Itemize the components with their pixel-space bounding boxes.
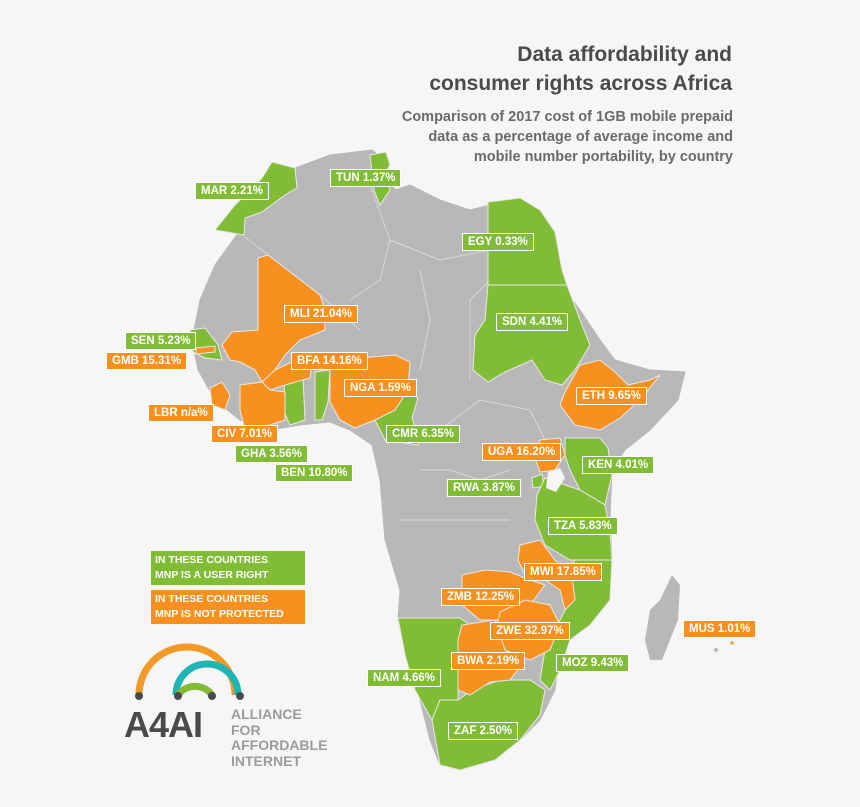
- title-line-2: consumer rights across Africa: [429, 72, 732, 95]
- subtitle-line-2: data as a percentage of average income a…: [428, 129, 733, 145]
- label-civ: CIV 7.01%: [211, 425, 278, 443]
- label-sen: SEN 5.23%: [125, 332, 197, 350]
- subtitle-line-1: Comparison of 2017 cost of 1GB mobile pr…: [401, 109, 733, 125]
- country-gmb[interactable]: [195, 345, 216, 355]
- label-moz: MOZ 9.43%: [556, 654, 630, 672]
- label-mus: MUS 1.01%: [683, 620, 757, 638]
- label-uga: UGA 16.20%: [482, 443, 562, 461]
- label-mar: MAR 2.21%: [195, 182, 269, 200]
- country-mus[interactable]: [729, 640, 735, 646]
- label-tun: TUN 1.37%: [330, 169, 402, 187]
- label-zaf: ZAF 2.50%: [448, 722, 519, 740]
- logo-acronym: A4AI: [124, 704, 203, 745]
- label-nga: NGA 1.59%: [344, 379, 417, 397]
- legend-not-protected-line-1: IN THESE COUNTRIES: [155, 593, 269, 605]
- label-tza: TZA 5.83%: [548, 517, 618, 535]
- country-civ[interactable]: [239, 381, 286, 431]
- label-nam: NAM 4.66%: [367, 669, 441, 687]
- label-gmb: GMB 15.31%: [106, 352, 188, 370]
- label-zwe: ZWE 32.97%: [490, 622, 570, 640]
- label-eth: ETH 9.65%: [576, 387, 647, 405]
- label-lbr: LBR n/a%: [148, 404, 214, 422]
- a4ai-arcs-icon: [135, 643, 244, 700]
- label-rwa: RWA 3.87%: [447, 479, 521, 497]
- legend-not-protected-line-2: MNP IS NOT PROTECTED: [155, 608, 284, 620]
- legend-user-right-line-2: MNP IS A USER RIGHT: [155, 569, 269, 581]
- title-line-1: Data affordability and: [517, 43, 732, 66]
- label-cmr: CMR 6.35%: [386, 425, 460, 443]
- label-egy: EGY 0.33%: [462, 233, 534, 251]
- label-zmb: ZMB 12.25%: [441, 588, 521, 606]
- logo-name-line-3: AFFORDABLE: [231, 737, 328, 753]
- lake-victoria: [546, 468, 565, 492]
- label-mli: MLI 21.04%: [284, 305, 358, 323]
- country-ben[interactable]: [314, 369, 331, 421]
- label-bfa: BFA 14.16%: [291, 352, 368, 370]
- page-subtitle: Comparison of 2017 cost of 1GB mobile pr…: [402, 107, 733, 167]
- country-sdn[interactable]: [472, 284, 591, 386]
- country-lbr[interactable]: [209, 381, 231, 411]
- label-bwa: BWA 2.19%: [451, 652, 526, 670]
- legend-mnp-user-right: IN THESE COUNTRIES MNP IS A USER RIGHT: [151, 551, 305, 585]
- label-sdn: SDN 4.41%: [496, 313, 569, 331]
- label-mwi: MWI 17.85%: [524, 563, 602, 581]
- logo-name: ALLIANCE FOR AFFORDABLE INTERNET: [231, 706, 328, 769]
- label-ken: KEN 4.01%: [582, 456, 655, 474]
- madagascar: [645, 575, 680, 660]
- legend-user-right-line-1: IN THESE COUNTRIES: [155, 554, 269, 566]
- label-ben: BEN 10.80%: [275, 464, 354, 482]
- subtitle-line-3: mobile number portability, by country: [473, 149, 733, 165]
- logo-name-line-4: INTERNET: [231, 752, 301, 769]
- reunion-island: [714, 648, 718, 652]
- legend-mnp-not-protected: IN THESE COUNTRIES MNP IS NOT PROTECTED: [151, 590, 305, 624]
- logo-name-line-2: FOR: [231, 721, 261, 738]
- logo-name-line-1: ALLIANCE: [231, 706, 302, 722]
- label-gha: GHA 3.56%: [235, 445, 308, 463]
- page-title: Data affordability and consumer rights a…: [429, 40, 732, 98]
